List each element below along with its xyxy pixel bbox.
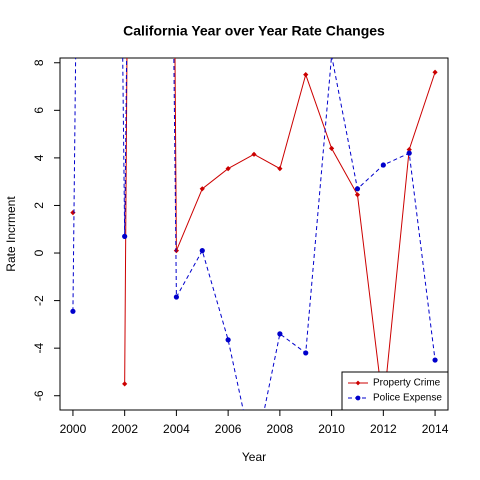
point [225, 337, 231, 343]
legend-marker [355, 395, 361, 401]
y-tick-label: 4 [32, 154, 46, 161]
x-tick-label: 2014 [422, 422, 449, 436]
x-tick-label: 2004 [163, 422, 190, 436]
y-tick-label: 0 [32, 249, 46, 256]
point [251, 151, 257, 157]
point [354, 186, 361, 192]
plot-frame [59, 57, 449, 411]
point [406, 150, 412, 156]
chart-title: California Year over Year Rate Changes [123, 23, 385, 39]
point [122, 381, 128, 387]
y-tick-label: 2 [32, 202, 46, 209]
point [70, 209, 76, 216]
point [70, 308, 76, 314]
point [277, 165, 283, 172]
y-axis-label: Rate Incrment [4, 196, 18, 272]
point [122, 233, 128, 239]
x-tick-label: 2008 [267, 422, 294, 436]
legend-box [341, 371, 449, 411]
point [199, 186, 205, 192]
point [277, 331, 283, 337]
point [406, 146, 412, 153]
point [199, 248, 205, 254]
y-tick-label: -2 [32, 295, 46, 306]
x-tick-label: 2012 [370, 422, 397, 436]
y-tick-label: 8 [32, 59, 46, 66]
x-axis-label: Year [242, 450, 266, 464]
x-tick-label: 2010 [318, 422, 345, 436]
legend-label: Police Expense [373, 393, 442, 404]
x-tick-label: 2006 [215, 422, 242, 436]
point [330, 58, 333, 59]
x-tick-label: 2000 [60, 422, 87, 436]
y-tick-label: -4 [32, 343, 46, 354]
point [432, 69, 438, 75]
point [432, 357, 438, 363]
legend-label: Property Crime [373, 378, 441, 389]
point [380, 162, 386, 168]
point [225, 165, 231, 172]
point [303, 72, 309, 78]
point [354, 192, 361, 198]
point [173, 294, 179, 300]
x-tick-label: 2002 [111, 422, 138, 436]
y-tick-label: -6 [32, 390, 46, 401]
point [329, 145, 335, 151]
y-tick-label: 6 [32, 107, 46, 114]
legend-marker [355, 380, 361, 386]
point [303, 350, 309, 356]
series-line [124, 58, 436, 408]
